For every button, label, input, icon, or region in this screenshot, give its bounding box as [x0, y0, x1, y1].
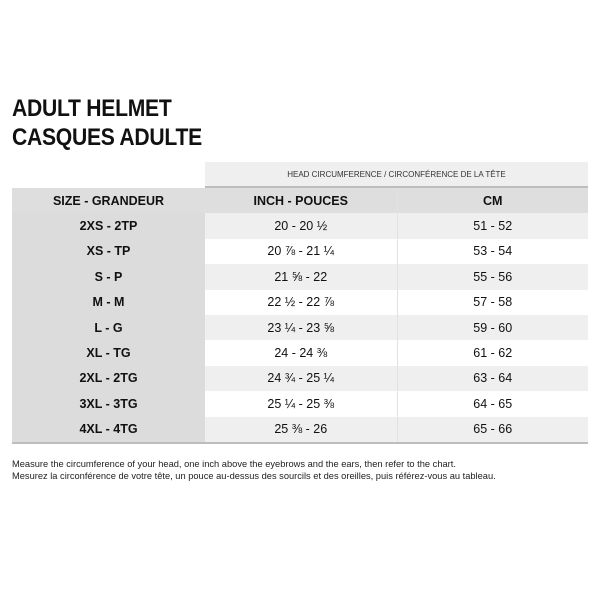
cell-cm: 65 - 66: [397, 416, 588, 444]
cell-cm: 55 - 56: [397, 264, 588, 290]
page-title: ADULT HELMET CASQUES ADULTE: [12, 94, 202, 152]
header-row: SIZE - GRANDEUR INCH - POUCES CM: [12, 188, 588, 214]
size-chart-table: SIZE - GRANDEUR INCH - POUCES CM 2XS - 2…: [12, 188, 588, 444]
cell-cm: 63 - 64: [397, 365, 588, 392]
table-row: 3XL - 3TG 25 ¼ - 25 ⅜ 64 - 65: [12, 391, 588, 417]
cell-size: 2XL - 2TG: [12, 365, 205, 392]
cell-cm: 51 - 52: [397, 213, 588, 239]
cell-cm: 64 - 65: [397, 391, 588, 417]
cell-inch: 25 ¼ - 25 ⅜: [205, 391, 398, 417]
table-row: XL - TG 24 - 24 ⅜ 61 - 62: [12, 340, 588, 366]
header-inch: INCH - POUCES: [205, 188, 398, 214]
cell-size: L - G: [12, 314, 205, 341]
cell-size: 3XL - 3TG: [12, 391, 205, 417]
cell-inch: 25 ⅜ - 26: [205, 416, 398, 444]
cell-size: S - P: [12, 264, 205, 290]
cell-inch: 21 ⅝ - 22: [205, 264, 398, 290]
group-header: HEAD CIRCUMFERENCE / CIRCONFÉRENCE DE LA…: [205, 162, 588, 188]
cell-size: XL - TG: [12, 340, 205, 366]
table-row: 2XS - 2TP 20 - 20 ½ 51 - 52: [12, 213, 588, 239]
note-en: Measure the circumference of your head, …: [12, 459, 456, 469]
cell-cm: 61 - 62: [397, 340, 588, 366]
title-en: ADULT HELMET: [12, 95, 172, 122]
cell-inch: 20 - 20 ½: [205, 213, 398, 239]
cell-cm: 53 - 54: [397, 238, 588, 265]
cell-inch: 23 ¼ - 23 ⅝: [205, 314, 398, 341]
cell-size: 2XS - 2TP: [12, 213, 205, 239]
cell-cm: 57 - 58: [397, 289, 588, 315]
table-row: 4XL - 4TG 25 ⅜ - 26 65 - 66: [12, 416, 588, 444]
cell-size: XS - TP: [12, 238, 205, 265]
table-row: L - G 23 ¼ - 23 ⅝ 59 - 60: [12, 314, 588, 341]
cell-inch: 20 ⅞ - 21 ¼: [205, 238, 398, 265]
cell-inch: 24 ¾ - 25 ¼: [205, 365, 398, 392]
cell-size: 4XL - 4TG: [12, 416, 205, 444]
table-row: S - P 21 ⅝ - 22 55 - 56: [12, 264, 588, 290]
header-cm: CM: [397, 188, 588, 214]
cell-cm: 59 - 60: [397, 314, 588, 341]
table-row: M - M 22 ½ - 22 ⅞ 57 - 58: [12, 289, 588, 315]
title-fr: CASQUES ADULTE: [12, 124, 202, 151]
cell-size: M - M: [12, 289, 205, 315]
header-size: SIZE - GRANDEUR: [12, 188, 205, 214]
cell-inch: 24 - 24 ⅜: [205, 340, 398, 366]
cell-inch: 22 ½ - 22 ⅞: [205, 289, 398, 315]
table-row: 2XL - 2TG 24 ¾ - 25 ¼ 63 - 64: [12, 365, 588, 392]
note-fr: Mesurez la circonférence de votre tête, …: [12, 471, 496, 481]
table-row: XS - TP 20 ⅞ - 21 ¼ 53 - 54: [12, 238, 588, 265]
measurement-note: Measure the circumference of your head, …: [12, 458, 496, 482]
